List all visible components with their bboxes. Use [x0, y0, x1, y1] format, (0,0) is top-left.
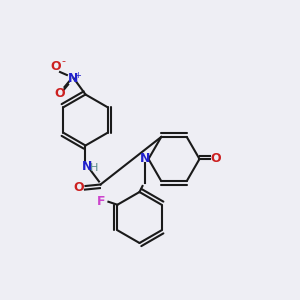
Text: F: F: [97, 195, 106, 208]
Text: O: O: [50, 59, 61, 73]
Text: O: O: [211, 152, 221, 166]
Text: N: N: [140, 152, 151, 166]
Text: -: -: [61, 56, 66, 67]
Text: O: O: [55, 86, 65, 100]
Text: N: N: [82, 160, 92, 173]
Text: N: N: [68, 71, 79, 85]
Text: H: H: [90, 163, 98, 173]
Text: +: +: [75, 70, 81, 80]
Text: O: O: [73, 181, 84, 194]
